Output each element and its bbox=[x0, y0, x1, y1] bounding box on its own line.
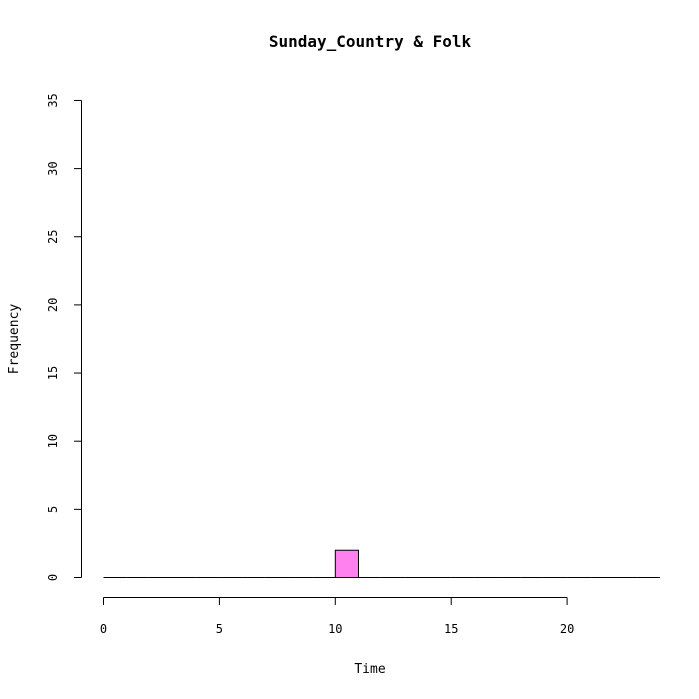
x-tick-label: 10 bbox=[328, 622, 342, 636]
y-tick-label: 5 bbox=[46, 506, 60, 513]
x-tick-label: 5 bbox=[216, 622, 223, 636]
histogram-bar bbox=[334, 549, 359, 578]
y-axis-label: Frequency bbox=[7, 304, 22, 375]
x-axis-label: Time bbox=[354, 662, 385, 677]
bars bbox=[103, 549, 660, 578]
y-tick-label: 10 bbox=[46, 434, 60, 448]
y-tick-label: 35 bbox=[46, 93, 60, 107]
x-axis: 0 5 10 15 20 bbox=[100, 597, 574, 636]
y-tick-label: 20 bbox=[46, 298, 60, 312]
y-tick-label: 30 bbox=[46, 161, 60, 175]
x-tick-label: 0 bbox=[100, 622, 107, 636]
y-tick-label: 15 bbox=[46, 366, 60, 380]
y-tick-label: 0 bbox=[46, 574, 60, 581]
y-axis: 0 5 10 15 20 25 30 35 bbox=[46, 93, 82, 581]
x-tick-label: 20 bbox=[560, 622, 574, 636]
x-tick-label: 15 bbox=[444, 622, 458, 636]
y-tick-label: 25 bbox=[46, 230, 60, 244]
chart-title: Sunday_Country & Folk bbox=[269, 32, 472, 51]
